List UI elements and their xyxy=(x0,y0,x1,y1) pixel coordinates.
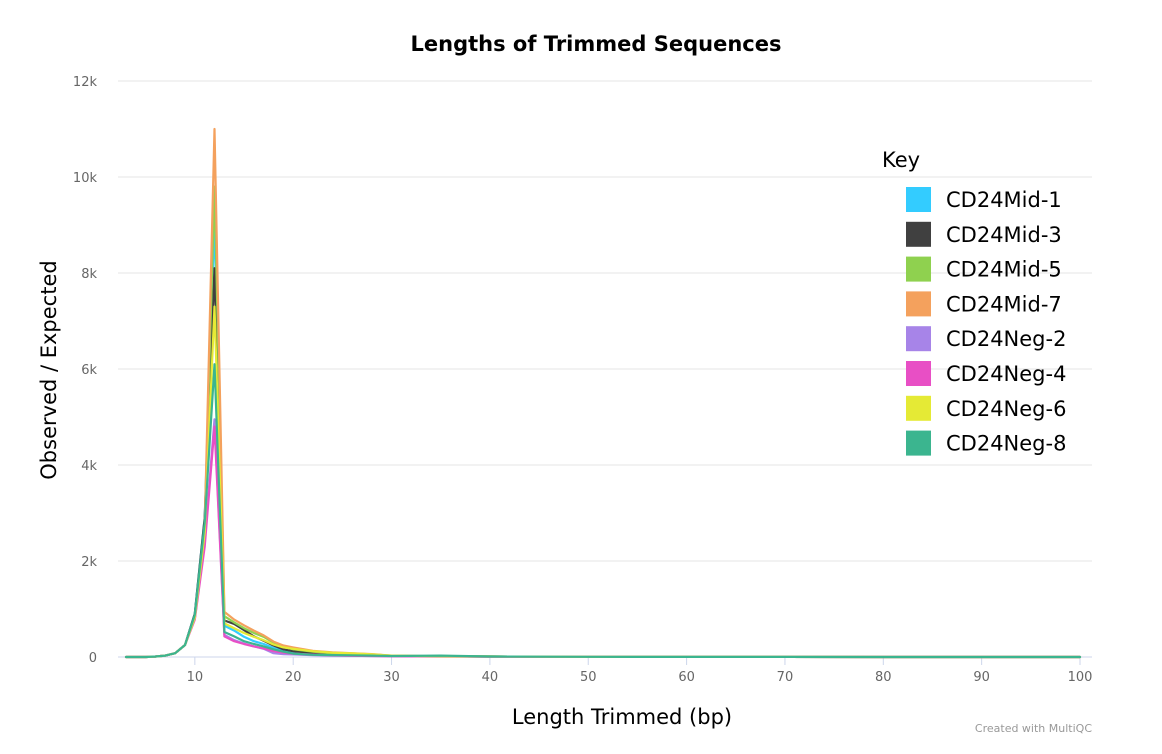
legend-label: CD24Mid-1 xyxy=(946,188,1062,212)
y-tick-label: 10k xyxy=(73,171,98,186)
series-line-cd24mid-1 xyxy=(124,219,1082,659)
legend-swatch xyxy=(906,395,931,421)
legend-label: CD24Neg-6 xyxy=(946,397,1066,421)
legend-label: CD24Neg-8 xyxy=(946,432,1066,456)
series-lines xyxy=(124,127,1082,659)
legend-swatch xyxy=(906,361,931,386)
x-tick-label: 80 xyxy=(875,670,892,685)
y-axis-ticks: 0 2k 4k 6k 8k 10k 12k xyxy=(73,75,98,666)
legend-label: CD24Mid-3 xyxy=(946,223,1062,247)
legend-swatch xyxy=(906,221,931,247)
series-line-cd24mid-5 xyxy=(124,185,1082,659)
x-tick-label: 30 xyxy=(383,670,400,685)
x-tick-label: 40 xyxy=(482,670,499,685)
series-line-cd24neg-4 xyxy=(124,425,1082,659)
x-tick-label: 10 xyxy=(187,670,204,685)
x-tick-label: 90 xyxy=(973,670,990,685)
x-tick-label: 50 xyxy=(580,670,597,685)
y-tick-label: 8k xyxy=(81,267,97,282)
legend-label: CD24Mid-7 xyxy=(946,292,1062,316)
x-axis-label: Length Trimmed (bp) xyxy=(512,705,732,729)
legend-label: CD24Neg-4 xyxy=(946,362,1066,386)
y-tick-label: 2k xyxy=(81,555,97,570)
x-tick-label: 70 xyxy=(777,670,794,685)
legend-swatch xyxy=(906,291,931,317)
y-tick-label: 6k xyxy=(81,363,97,378)
legend: Key CD24Mid-1 CD24Mid-3 CD24Mid-5 CD24Mid-7… xyxy=(882,148,1066,456)
legend-label: CD24Neg-2 xyxy=(946,327,1066,351)
x-tick-label: 100 xyxy=(1068,670,1093,685)
series-line-cd24neg-8 xyxy=(124,363,1082,659)
y-axis-label: Observed / Expected xyxy=(37,260,61,479)
chart-title: Lengths of Trimmed Sequences xyxy=(411,32,782,56)
x-axis-ticks: 10 20 30 40 50 60 70 80 90 100 xyxy=(187,657,1093,685)
multiqc-credit: Created with MultiQC xyxy=(975,722,1092,735)
series-line-cd24neg-6 xyxy=(124,305,1082,659)
series-line-cd24mid-3 xyxy=(124,267,1082,659)
legend-swatch xyxy=(906,256,931,282)
legend-label: CD24Mid-5 xyxy=(946,258,1062,282)
y-tick-label: 12k xyxy=(73,75,98,90)
series-line-cd24neg-2 xyxy=(124,418,1082,659)
y-tick-label: 4k xyxy=(81,459,97,474)
series-line-cd24mid-7 xyxy=(124,127,1082,659)
legend-swatch xyxy=(906,187,931,212)
x-tick-label: 60 xyxy=(678,670,695,685)
y-tick-label: 0 xyxy=(89,651,97,666)
gridlines xyxy=(118,80,1092,562)
legend-swatch xyxy=(906,326,931,352)
x-tick-label: 20 xyxy=(285,670,302,685)
legend-swatch xyxy=(906,430,931,456)
legend-title: Key xyxy=(882,148,920,172)
